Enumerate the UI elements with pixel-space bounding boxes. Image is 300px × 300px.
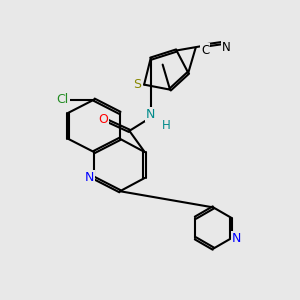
Text: N: N (222, 41, 230, 54)
Text: H: H (162, 119, 171, 132)
Text: N: N (85, 172, 94, 184)
Text: N: N (232, 232, 241, 245)
Text: O: O (98, 113, 108, 126)
Text: N: N (146, 108, 155, 121)
Text: C: C (201, 44, 209, 57)
Text: Cl: Cl (56, 93, 69, 106)
Text: S: S (133, 78, 141, 91)
